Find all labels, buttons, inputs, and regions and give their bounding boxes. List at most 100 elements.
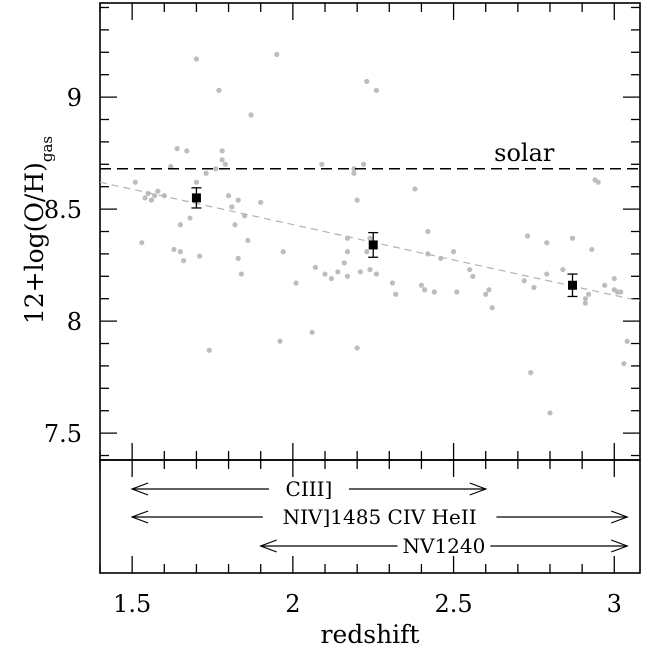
data-point [544,271,550,277]
data-point [197,253,203,259]
data-point [351,170,357,176]
data-point [219,157,225,163]
y-tick-label: 8.5 [44,196,82,224]
data-point [589,246,595,253]
data-point [206,347,212,353]
data-point [412,186,418,192]
x-tick-label: 3 [607,590,622,618]
coverage-label: NIV]1485 CIV HeII [283,505,477,529]
data-point [560,266,566,273]
data-point [344,249,351,255]
coverage-arrow: NV1240 [259,534,629,558]
y-axis-label: 12+log(O/H)gas [20,136,56,324]
data-point [280,249,286,255]
data-point [219,148,225,154]
data-point [602,282,608,288]
x-tick-label: 2 [285,590,300,618]
data-point [344,273,351,279]
binned-mean-marker [568,280,577,290]
data-point [258,199,264,205]
data-point [309,329,315,335]
data-point [547,410,553,416]
data-point [531,284,537,291]
data-point [618,289,624,295]
data-point [454,289,460,295]
data-point [180,258,187,264]
x-tick-label: 1.5 [113,590,151,618]
data-point [161,193,167,199]
data-point [319,161,325,167]
data-point [360,161,367,167]
data-point [235,255,241,261]
data-point [450,249,457,255]
data-point [364,78,370,85]
data-point [274,51,280,58]
data-point [418,282,425,288]
arrow-head-left [130,510,149,524]
data-point [203,170,209,176]
data-point [585,291,592,297]
data-point [595,179,601,185]
data-point [367,235,373,241]
data-point [354,345,360,351]
data-point [328,275,335,282]
coverage-arrow: NIV]1485 CIV HeII [130,505,629,529]
data-point [222,161,228,167]
coverage-panel-frame [99,459,641,574]
data-point [373,271,380,277]
data-point [293,280,299,286]
data-point [489,305,495,311]
data-point [277,338,283,344]
arrow-head-left [259,539,277,553]
data-point [232,222,238,228]
data-point [213,166,219,172]
data-point [216,87,222,93]
data-point [624,338,630,344]
data-point [486,287,492,293]
solar-label: solar [494,139,555,167]
coverage-label: NV1240 [403,534,486,558]
data-point [431,289,437,295]
data-point [569,235,576,241]
x-axis-label: redshift [321,620,420,649]
y-tick-label: 9 [67,84,82,112]
binned-mean-marker [368,240,378,250]
data-point [351,166,357,172]
data-point [225,193,232,199]
data-point [245,237,251,244]
arrow-head-right [610,539,629,553]
data-point [544,240,550,246]
data-point [425,228,431,235]
y-axis-label-subscript: gas [38,136,56,162]
data-point [422,287,428,293]
data-point [367,266,373,273]
y-axis-label-group: 12+log(O/H)gas [20,136,56,324]
data-point [582,300,588,306]
arrow-head-left [130,482,149,496]
data-point [389,280,396,286]
x-tick-label: 2.5 [434,590,472,618]
coverage-arrow: CIII] [130,477,488,501]
data-point [139,240,145,246]
data-point [177,222,183,228]
data-point [171,246,177,253]
y-tick-label: 8 [67,308,82,336]
data-point [364,249,370,255]
data-point [621,361,627,367]
data-point [470,273,476,279]
data-point [322,271,328,277]
data-point [357,269,363,275]
binned-mean-marker [191,193,201,203]
solar-line-group: solar [100,139,640,170]
data-point [142,195,148,201]
data-point [148,197,155,203]
data-point [238,271,245,277]
data-point [521,278,527,284]
binned-means [191,187,578,298]
data-point [248,112,254,118]
y-tick-label: 7.5 [44,420,82,448]
data-point [193,56,200,62]
data-point [174,146,180,152]
metallicity-panel-frame [99,2,641,461]
